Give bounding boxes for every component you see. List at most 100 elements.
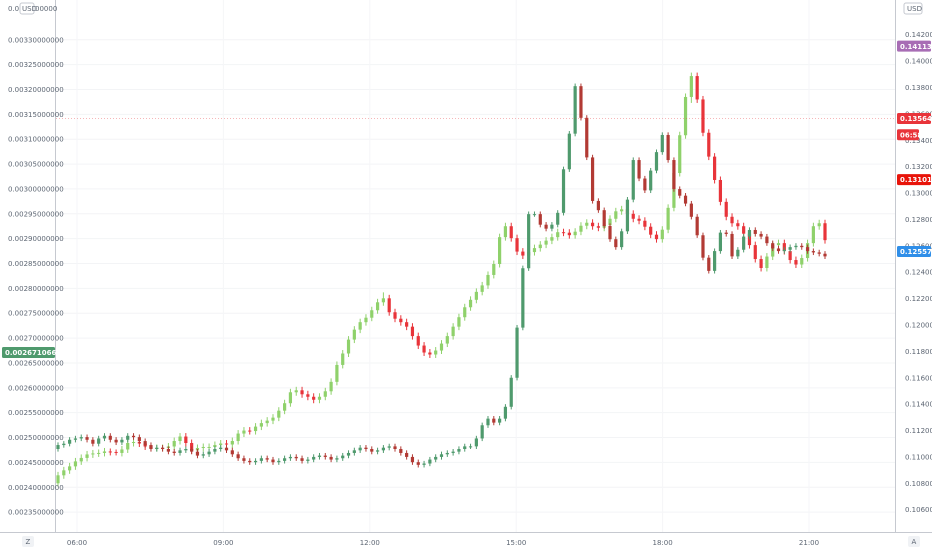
corner-right-button[interactable]: A xyxy=(908,536,920,547)
candle-body xyxy=(62,470,66,476)
candle-body xyxy=(375,302,380,311)
corner-left-button[interactable]: Z xyxy=(22,536,34,547)
candle-body xyxy=(637,218,641,221)
candle-body xyxy=(782,249,786,252)
candle-body xyxy=(381,298,385,303)
candle-body xyxy=(329,456,333,460)
candle-body xyxy=(788,251,792,261)
candle-body xyxy=(794,245,798,248)
candle-body xyxy=(323,391,327,397)
candle-body xyxy=(358,447,362,451)
candle-body xyxy=(131,435,136,438)
candle-body xyxy=(131,442,136,444)
time-tick-label: 15:00 xyxy=(506,539,526,547)
candle-body xyxy=(56,475,60,484)
candle-body xyxy=(242,430,246,434)
candle-body xyxy=(492,418,496,423)
left-tick-label: 0.00245000000 xyxy=(8,459,64,467)
candle-body xyxy=(405,322,409,327)
candle-body xyxy=(166,449,171,452)
candle-body xyxy=(498,237,502,265)
right-unit-badge[interactable]: USD xyxy=(903,2,923,15)
candle-body xyxy=(393,312,397,319)
candle-body xyxy=(678,189,682,196)
candle-body xyxy=(85,437,89,440)
candle-body xyxy=(712,156,717,180)
candle-body xyxy=(823,253,827,257)
candle-body xyxy=(242,458,246,461)
candle-body xyxy=(271,459,275,463)
candle-body xyxy=(718,179,723,202)
candle-body xyxy=(800,258,804,265)
candle-body xyxy=(823,223,827,241)
candle-body xyxy=(596,226,600,228)
candle-body xyxy=(416,336,420,346)
candle-body xyxy=(695,76,699,100)
candle-body xyxy=(654,152,659,171)
candle-body xyxy=(776,243,781,246)
price-tag-text: 0.135649 xyxy=(900,115,932,123)
candle-body xyxy=(207,451,211,455)
candle-body xyxy=(480,425,484,439)
candle-body xyxy=(550,237,554,241)
candle-body xyxy=(207,446,211,448)
candle-body xyxy=(300,390,304,395)
candle-body xyxy=(637,160,641,179)
time-axis[interactable]: 06:0009:0012:0015:0018:0021:002103:0006:… xyxy=(0,532,932,548)
time-tick-label: 06:00 xyxy=(67,539,87,547)
price-tag xyxy=(897,112,931,124)
candle-body xyxy=(126,443,130,450)
candle-body xyxy=(503,406,508,419)
candle-body xyxy=(573,86,577,134)
candle-body xyxy=(439,343,444,351)
candle-body xyxy=(184,436,188,444)
left-price-axis[interactable]: 0.00 USD 00000 0.00235000000 0.0024000000… xyxy=(8,0,64,532)
candle-body xyxy=(62,443,66,446)
candle-body xyxy=(521,268,525,328)
left-unit-badge[interactable]: USD xyxy=(19,2,37,15)
candle-body xyxy=(573,231,577,236)
left-axis-top-label-suffix: 00000 xyxy=(35,5,57,13)
candle-body xyxy=(614,211,618,219)
time-tick-label: 18:00 xyxy=(653,539,673,547)
candle-body xyxy=(143,441,147,446)
candle-body xyxy=(172,451,176,453)
candle-body xyxy=(509,377,513,407)
candle-body xyxy=(596,200,600,211)
candle-body xyxy=(219,447,223,450)
candle-body xyxy=(224,443,229,445)
candle-body xyxy=(724,201,728,217)
candle-body xyxy=(387,298,391,313)
candle-body xyxy=(120,439,124,443)
candle-body xyxy=(73,438,78,440)
candle-body xyxy=(335,364,339,382)
candle-body xyxy=(794,260,798,265)
candle-body xyxy=(364,317,368,323)
right-unit-badge-text: USD xyxy=(907,5,922,13)
candle-body xyxy=(742,236,746,250)
candle-body xyxy=(102,451,107,453)
candle-body xyxy=(73,461,78,467)
candle-body xyxy=(155,447,159,450)
candle-body xyxy=(730,233,734,257)
candle-body xyxy=(248,460,252,463)
left-tick-label: 0.00305000000 xyxy=(8,161,64,169)
candle-body xyxy=(312,456,316,460)
candle-body xyxy=(468,446,473,448)
left-tick-label: 0.00265000000 xyxy=(8,359,64,367)
left-tick-label: 0.00300000000 xyxy=(8,185,64,193)
candle-body xyxy=(410,326,415,337)
candle-body xyxy=(683,96,688,136)
candle-body xyxy=(620,231,624,248)
left-tick-label: 0.00235000000 xyxy=(8,509,64,517)
